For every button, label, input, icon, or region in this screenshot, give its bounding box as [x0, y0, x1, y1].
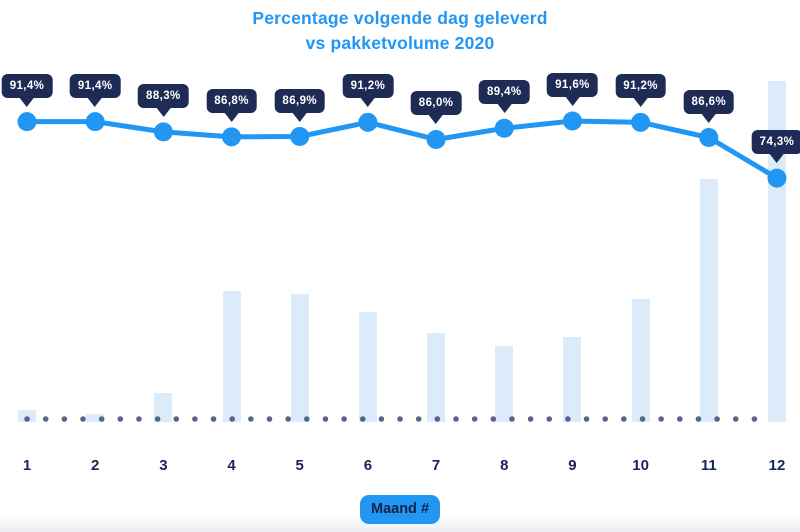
x-tick-month-9: 9: [568, 457, 577, 474]
value-tooltip-month-3: 88,3%: [138, 83, 189, 117]
tooltip-pointer: [497, 104, 512, 114]
tooltip-pointer: [701, 113, 716, 123]
percentage-line: [24, 118, 780, 181]
volume-bar-month-1: [18, 410, 36, 422]
data-point-month-1: [17, 112, 37, 132]
x-tick-month-5: 5: [295, 457, 304, 474]
volume-bar-month-2: [86, 414, 105, 422]
value-tooltip-month-6: 91,2%: [342, 74, 394, 108]
data-point-month-11: [699, 128, 719, 147]
data-point-month-5: [290, 127, 310, 147]
value-tooltip-month-7: 86,0%: [410, 91, 462, 125]
value-tooltip-month-4: 86,8%: [206, 88, 257, 122]
x-tick-month-3: 3: [159, 457, 168, 474]
data-point-month-12: [767, 168, 787, 188]
tooltip-pointer: [292, 112, 307, 122]
tooltip-pointer: [19, 97, 34, 107]
value-tooltip-month-10: 91,2%: [615, 74, 666, 108]
x-tick-month-12: 12: [768, 457, 786, 474]
value-tooltip-month-11: 86,6%: [683, 89, 735, 123]
x-tick-month-7: 7: [431, 457, 441, 474]
volume-bar-month-9: [563, 337, 582, 422]
volume-bar-month-12: [767, 81, 786, 422]
chart-title-line2: vs pakketvolume 2020: [305, 33, 495, 53]
data-point-month-4: [222, 127, 242, 147]
volume-bar-month-5: [290, 294, 309, 422]
value-tooltip-month-9: 91,6%: [547, 73, 598, 106]
value-tooltip-month-2: 91,4%: [69, 73, 121, 107]
chart-title-line1: Percentage volgende dag geleverd: [252, 8, 548, 28]
tooltip-pointer: [224, 112, 239, 122]
x-tick-month-8: 8: [500, 457, 509, 474]
data-point-month-9: [562, 111, 582, 131]
x-tick-month-11: 11: [700, 457, 717, 474]
tooltip-pointer: [429, 115, 444, 125]
data-point-month-8: [494, 118, 514, 138]
x-tick-month-4: 4: [227, 457, 236, 474]
volume-bar-month-8: [495, 345, 514, 422]
data-point-month-2: [85, 112, 105, 132]
x-tick-month-10: 10: [632, 457, 649, 474]
value-tooltip-month-5: 86,9%: [274, 88, 326, 122]
data-point-month-10: [631, 112, 651, 132]
tooltip-pointer: [565, 97, 580, 106]
x-tick-month-6: 6: [363, 457, 373, 474]
tooltip-pointer: [88, 97, 103, 107]
volume-bar-month-4: [222, 291, 241, 422]
data-point-month-3: [153, 122, 173, 142]
volume-bar-month-7: [427, 332, 446, 422]
data-point-month-6: [358, 112, 378, 132]
value-tooltip-month-12: 74,3%: [751, 130, 800, 164]
x-axis-label-pill: Maand #: [359, 495, 441, 524]
volume-bar-month-6: [358, 311, 377, 422]
value-tooltip-month-8: 89,4%: [478, 80, 530, 114]
x-tick-month-1: 1: [22, 457, 32, 474]
tooltip-pointer: [769, 154, 784, 164]
tooltip-pointer: [633, 98, 648, 108]
data-point-month-7: [426, 129, 446, 149]
chart-title: Percentage volgende dag geleverd vs pakk…: [0, 6, 800, 56]
value-tooltip-month-1: 91,4%: [1, 73, 53, 107]
volume-bar-month-3: [154, 393, 173, 422]
volume-bar-month-10: [631, 298, 650, 422]
tooltip-pointer: [360, 98, 375, 108]
x-tick-month-2: 2: [91, 457, 100, 474]
volume-bar-month-11: [699, 178, 718, 422]
tooltip-pointer: [156, 107, 171, 117]
